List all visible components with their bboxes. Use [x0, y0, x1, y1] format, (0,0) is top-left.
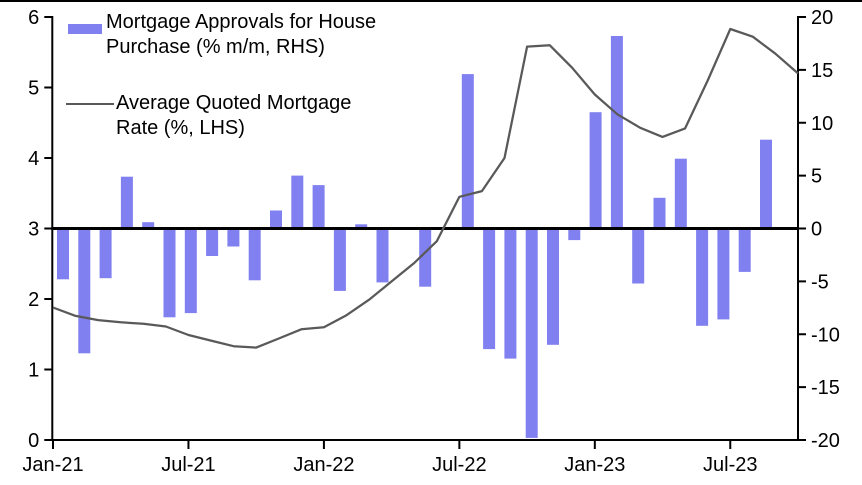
x-axis-label-Jul-22: Jul-22	[432, 454, 486, 476]
right-axis-label--10: -10	[811, 324, 840, 346]
left-axis-label-0: 0	[28, 430, 39, 452]
bar-Jun-22	[419, 228, 432, 287]
left-axis-label-4: 4	[28, 148, 39, 170]
right-axis-ticks: -20 -15 -10 -5 0 5 10 15 20	[798, 7, 840, 452]
bar-Jan-21	[57, 228, 69, 280]
bar-Oct-22	[504, 228, 517, 359]
left-axis-ticks: 0 1 2 3 4 5 6	[28, 7, 53, 452]
left-axis-label-2: 2	[28, 289, 39, 311]
bar-Aug-22	[461, 74, 474, 229]
right-axis-label-10: 10	[811, 113, 833, 135]
bar-Dec-22	[547, 228, 559, 345]
bar-Aug-23	[717, 228, 730, 320]
right-axis-label-0: 0	[811, 219, 822, 241]
bar-Oct-21	[248, 228, 261, 281]
right-axis-label--15: -15	[811, 377, 840, 399]
right-axis-label--20: -20	[811, 430, 840, 452]
bar-Apr-23	[632, 228, 645, 284]
bar-May-23	[653, 197, 666, 229]
left-axis-label-3: 3	[28, 219, 39, 241]
right-axis-label--5: -5	[811, 271, 829, 293]
bar-Jan-22	[312, 185, 325, 229]
legend-label-rate-line1: Average Quoted Mortgage	[116, 92, 352, 114]
bar-Feb-21	[78, 228, 91, 354]
bar-Mar-22	[355, 224, 368, 229]
x-axis-label-Jan-23: Jan-23	[564, 454, 625, 476]
legend-label-approvals: Mortgage Approvals for House Purchase (%…	[106, 10, 376, 60]
x-axis-label-Jul-23: Jul-23	[703, 454, 757, 476]
x-axis-ticks: Jan-21 Jul-21 Jan-22 Jul-22 Jan-23 Jul-23	[22, 440, 758, 476]
legend-label-rate: Average Quoted Mortgage Rate (%, LHS)	[116, 91, 351, 141]
legend-label-approvals-line2: Purchase (% m/m, RHS)	[106, 36, 325, 58]
bar-Nov-21	[270, 210, 282, 229]
bar-Dec-21	[291, 175, 304, 229]
bar-Jul-23	[696, 228, 709, 326]
right-axis-label-15: 15	[811, 60, 833, 82]
bars-group	[57, 36, 772, 438]
bar-May-21	[142, 222, 155, 229]
x-axis-label-Jul-21: Jul-21	[161, 454, 215, 476]
x-axis-label-Jan-22: Jan-22	[293, 454, 354, 476]
bar-Aug-21	[206, 228, 219, 256]
bar-Jun-23	[674, 158, 687, 229]
left-axis-label-1: 1	[28, 360, 39, 382]
chart-top-border	[0, 0, 862, 2]
left-axis-label-6: 6	[28, 7, 39, 29]
bar-Jul-21	[184, 228, 197, 314]
bar-Sep-21	[227, 228, 240, 247]
bar-Mar-21	[99, 228, 112, 279]
bar-Sep-22	[483, 228, 496, 350]
bar-Apr-22	[376, 228, 389, 283]
bar-Jun-21	[163, 228, 176, 318]
rate-line-series	[52, 27, 799, 349]
bar-series-swatch-icon	[68, 24, 102, 34]
axes-group	[51, 16, 799, 441]
bar-Feb-23	[589, 112, 602, 229]
x-axis-label-Jan-21: Jan-21	[22, 454, 83, 476]
bar-Mar-23	[610, 36, 623, 229]
right-axis-label-5: 5	[811, 166, 822, 188]
bar-Oct-23	[760, 139, 772, 229]
left-axis-label-5: 5	[28, 78, 39, 100]
line-series-swatch-icon	[66, 103, 114, 105]
bar-Feb-22	[333, 228, 346, 291]
bar-Sep-23	[738, 228, 751, 272]
bar-Apr-21	[120, 176, 133, 229]
right-axis-label-20: 20	[811, 7, 833, 29]
legend-label-rate-line2: Rate (%, LHS)	[116, 117, 245, 139]
bar-Jan-23	[568, 228, 581, 241]
legend-label-approvals-line1: Mortgage Approvals for House	[106, 11, 377, 33]
bar-Nov-22	[525, 228, 538, 438]
